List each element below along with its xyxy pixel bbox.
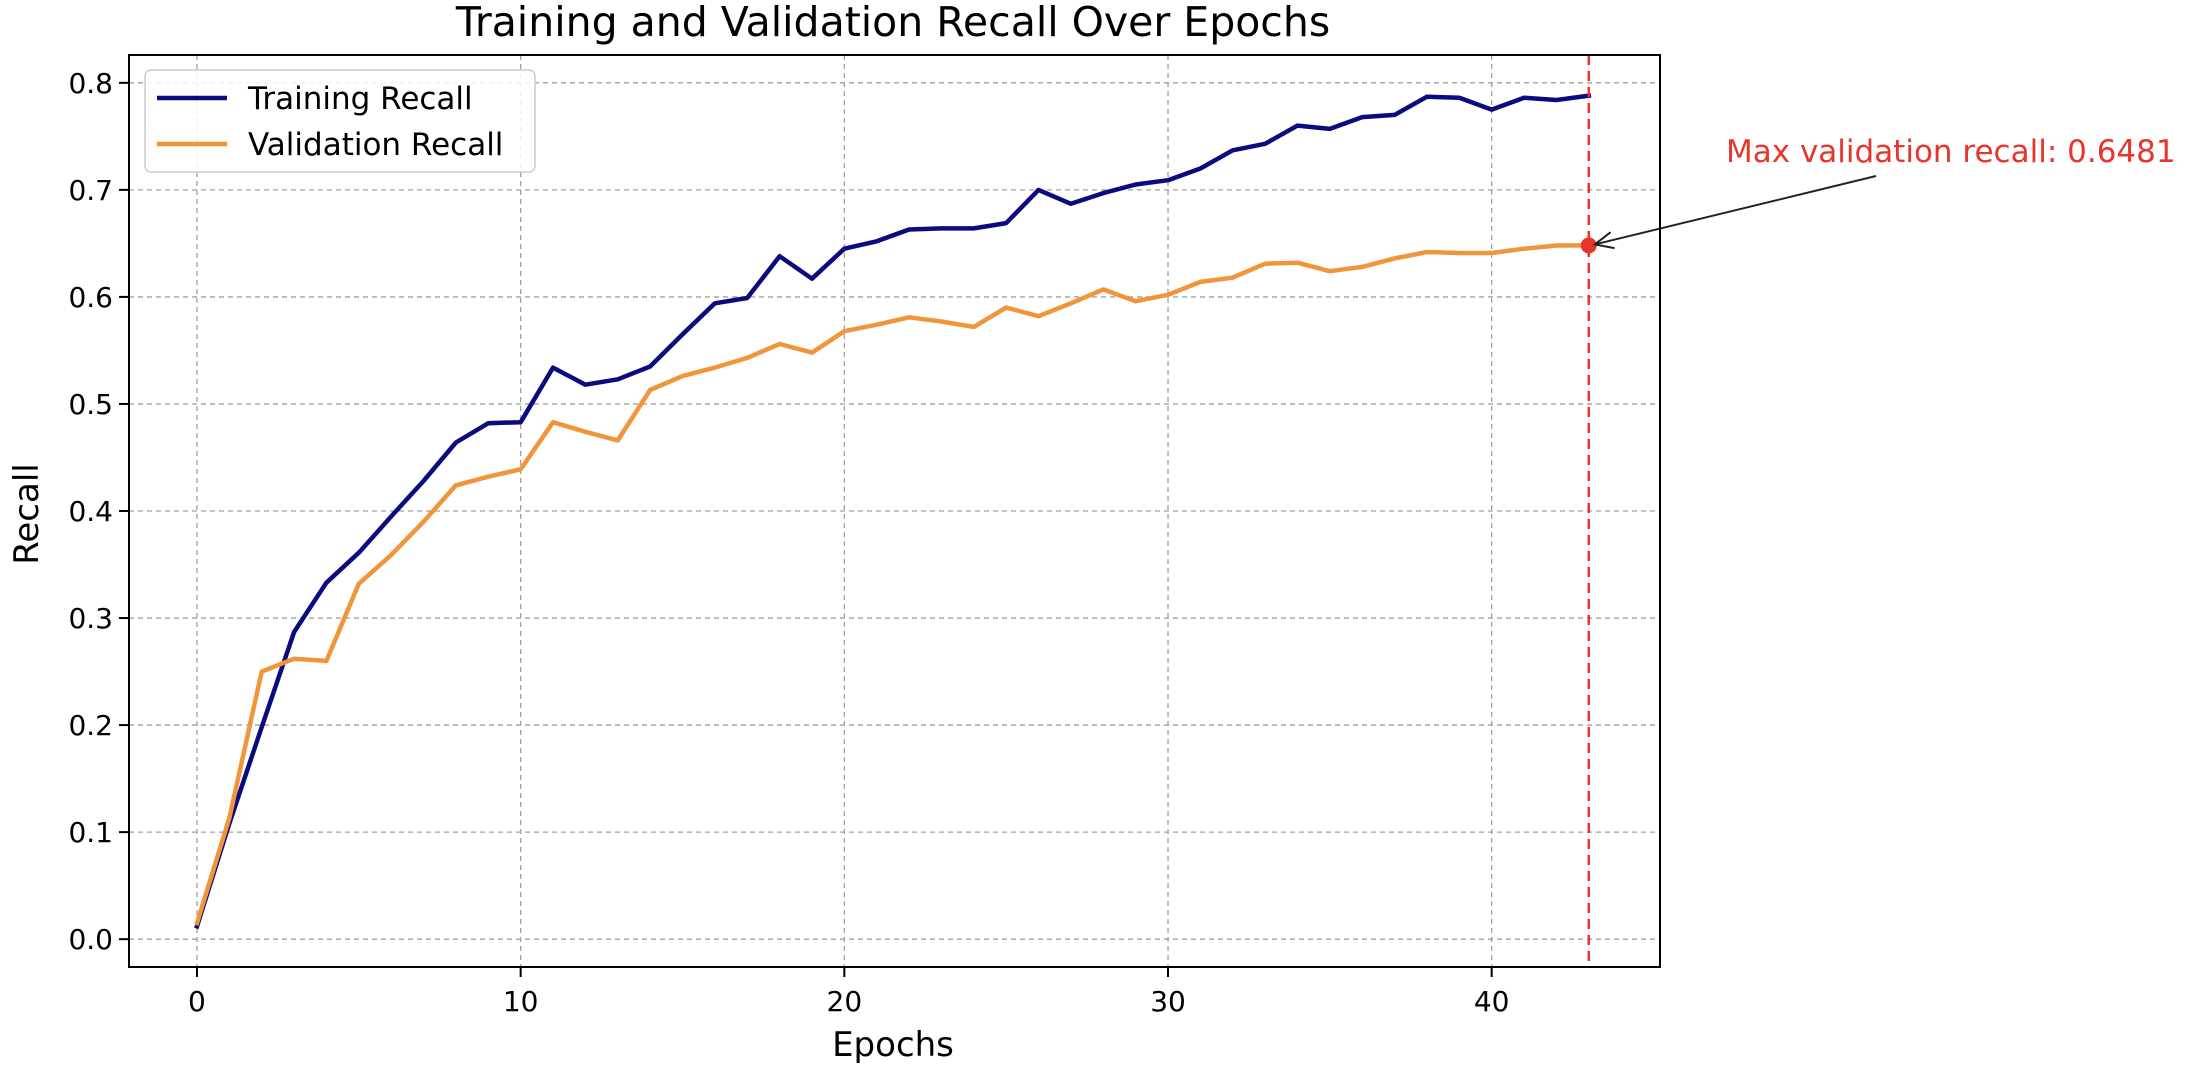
y-tick-label: 0.2 [68, 709, 113, 742]
y-tick-label: 0.1 [68, 816, 113, 849]
y-tick-label: 0.4 [68, 495, 113, 528]
annotation-arrow-head [1592, 231, 1615, 250]
x-tick-label: 40 [1474, 985, 1510, 1018]
y-tick-label: 0.8 [68, 67, 113, 100]
y-tick-label: 0.0 [68, 923, 113, 956]
y-tick-label: 0.7 [68, 174, 113, 207]
x-tick-label: 10 [503, 985, 539, 1018]
chart-title: Training and Validation Recall Over Epoc… [455, 0, 1330, 46]
annotation-arrow-line [1594, 175, 1877, 246]
legend-label-training: Training Recall [247, 81, 473, 117]
x-axis-label: Epochs [832, 1025, 954, 1065]
axis-ticks: 0 10 20 30 40 0.0 0.1 0.2 0.3 0.4 0.5 0.6 0.7 0.8 [68, 67, 1509, 1018]
max-point-marker [1580, 237, 1597, 254]
y-tick-label: 0.5 [68, 388, 113, 421]
x-tick-label: 20 [827, 985, 863, 1018]
validation-recall-line [194, 243, 1592, 926]
series-lines [194, 93, 1592, 930]
training-recall-line [194, 93, 1592, 930]
y-axis-label: Recall [7, 463, 47, 564]
legend-box [144, 69, 536, 173]
max-annotation: Max validation recall: 0.6481 [1580, 55, 2176, 967]
x-tick-label: 30 [1150, 985, 1186, 1018]
grid [129, 55, 1660, 967]
legend-label-validation: Validation Recall [248, 127, 503, 163]
legend: Training Recall Validation Recall [144, 69, 536, 173]
y-tick-label: 0.6 [68, 281, 113, 314]
annotation-text: Max validation recall: 0.6481 [1726, 134, 2176, 170]
x-tick-label: 0 [188, 985, 206, 1018]
y-tick-label: 0.3 [68, 602, 113, 635]
